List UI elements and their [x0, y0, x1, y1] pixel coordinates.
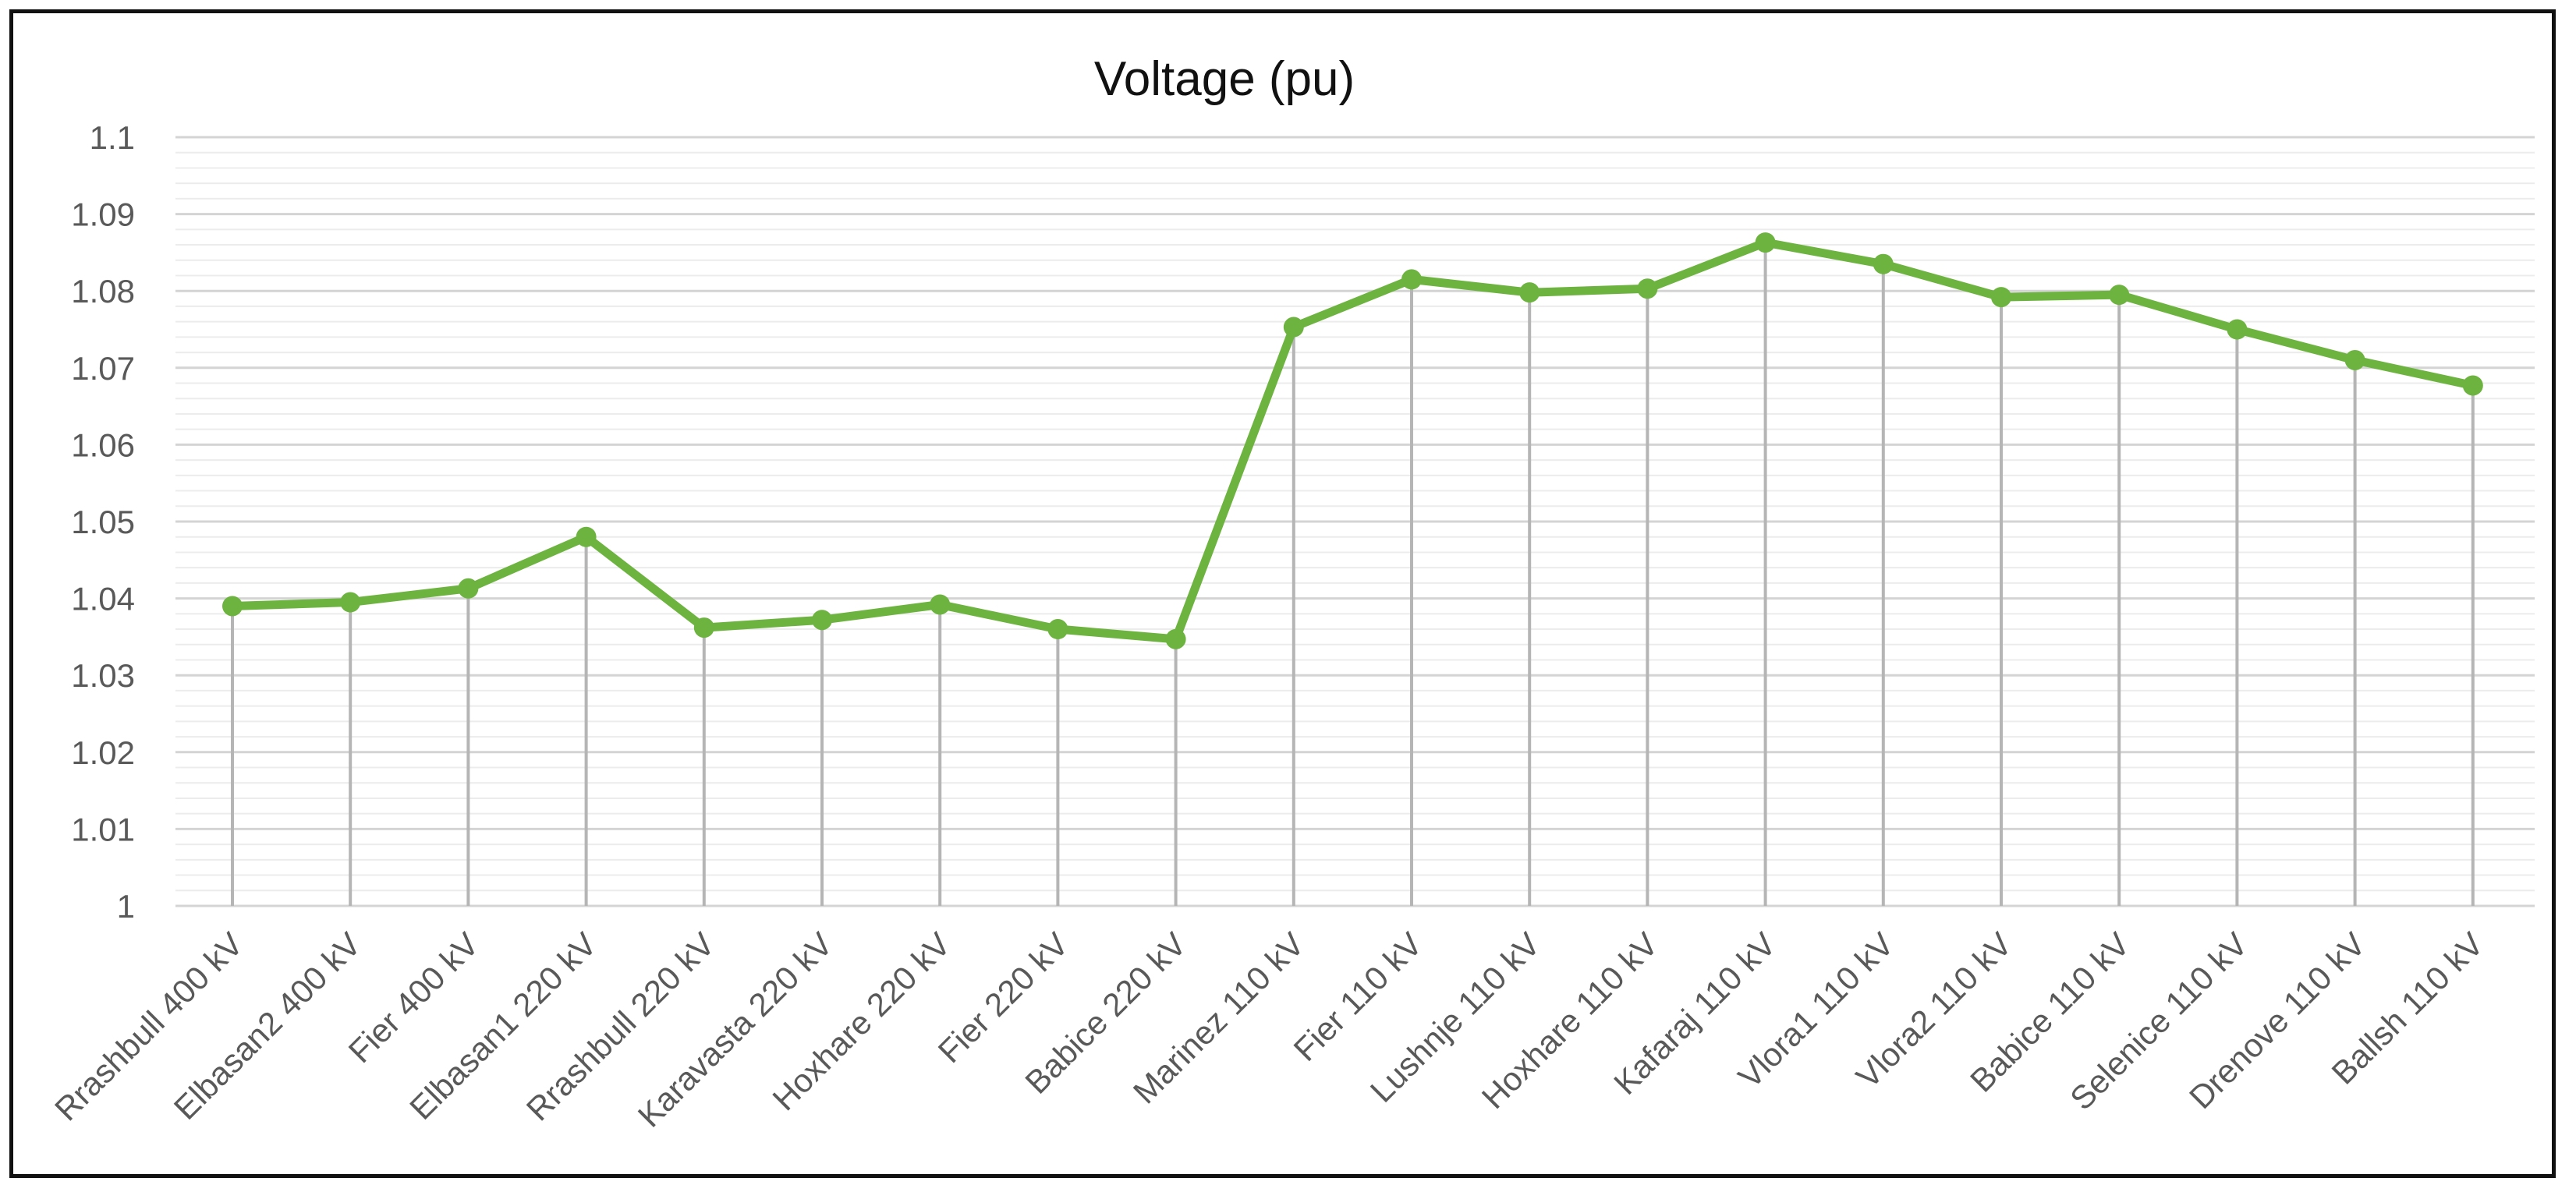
data-point [693, 617, 714, 638]
y-tick-label: 1.01 [71, 811, 135, 847]
data-point [1637, 278, 1658, 299]
data-points [222, 232, 2483, 649]
series-line-group [228, 238, 2478, 644]
y-axis: 1 1.01 1.02 1.03 1.04 1.05 1.06 1.07 1.08 1.09 1.1 [71, 119, 135, 925]
x-tick-label: Karavasta 220 kV [631, 925, 840, 1134]
y-tick-label: 1.03 [71, 657, 135, 694]
data-point [2462, 375, 2483, 396]
series-line [228, 238, 2478, 644]
data-point [1991, 287, 2011, 308]
y-tick-label: 1.07 [71, 350, 135, 387]
y-tick-label: 1.04 [71, 581, 135, 617]
gridlines [175, 136, 2535, 907]
y-tick-label: 1 [117, 888, 135, 925]
y-tick-label: 1.09 [71, 196, 135, 233]
data-point [1755, 232, 1776, 253]
data-point [1165, 628, 1186, 649]
data-point [1873, 253, 1894, 274]
data-point [576, 526, 597, 547]
chart-title: Voltage (pu) [1094, 52, 1355, 106]
y-tick-label: 1.05 [71, 504, 135, 540]
data-point [340, 592, 361, 613]
data-point [1047, 619, 1068, 640]
data-point [1283, 317, 1304, 338]
y-tick-label: 1.06 [71, 426, 135, 463]
y-tick-label: 1.08 [71, 273, 135, 309]
y-tick-label: 1.02 [71, 734, 135, 771]
y-tick-label: 1.1 [90, 119, 135, 156]
data-point [1401, 269, 1422, 290]
drop-lines [231, 242, 2475, 906]
data-point [2109, 285, 2130, 306]
data-point [1519, 282, 1540, 303]
data-point [2227, 319, 2248, 340]
data-point [222, 596, 243, 617]
data-point [458, 578, 479, 599]
data-point [930, 594, 951, 615]
data-point [812, 610, 832, 631]
data-point [2344, 349, 2365, 370]
